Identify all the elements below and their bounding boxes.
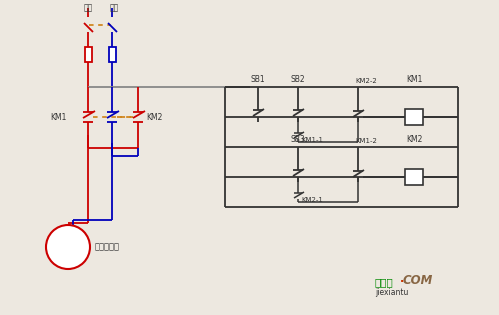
Bar <box>405 169 423 185</box>
Bar <box>109 47 116 62</box>
Bar <box>85 47 92 62</box>
Text: COM: COM <box>403 274 433 287</box>
Text: KM2-1: KM2-1 <box>301 197 323 203</box>
Text: KM1-1: KM1-1 <box>301 137 323 143</box>
Text: KM2: KM2 <box>406 135 422 144</box>
Text: 接线图: 接线图 <box>375 277 394 287</box>
Text: ·: · <box>400 277 404 287</box>
Text: 直流电动机: 直流电动机 <box>95 243 120 251</box>
Text: KM2: KM2 <box>146 113 162 123</box>
Text: KM1-2: KM1-2 <box>355 138 377 144</box>
Text: SB2: SB2 <box>291 75 305 84</box>
Text: 正极: 正极 <box>83 3 93 12</box>
Bar <box>405 109 423 125</box>
Text: SB1: SB1 <box>250 75 265 84</box>
Text: KM1: KM1 <box>50 113 66 123</box>
Text: KM2-2: KM2-2 <box>355 78 377 84</box>
Text: SB3: SB3 <box>290 135 305 144</box>
Circle shape <box>46 225 90 269</box>
Text: jiexiantu: jiexiantu <box>375 288 408 297</box>
Text: KM1: KM1 <box>406 75 422 84</box>
Text: 负极: 负极 <box>109 3 119 12</box>
